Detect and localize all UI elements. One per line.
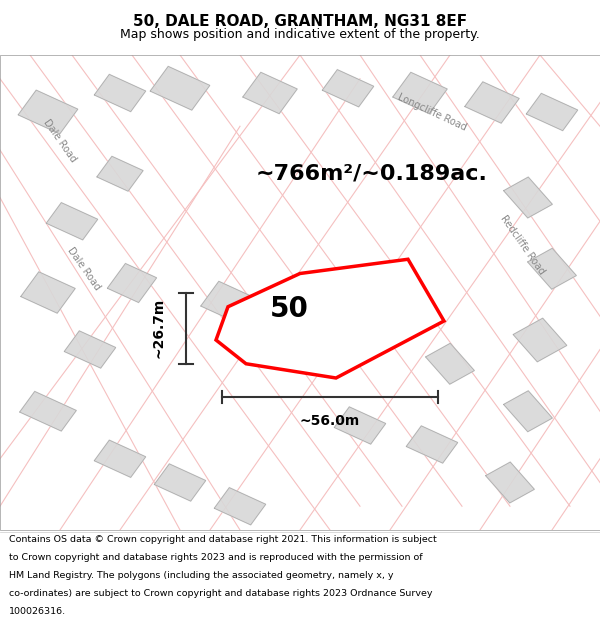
- Polygon shape: [322, 69, 374, 107]
- Polygon shape: [214, 488, 266, 525]
- Text: ~26.7m: ~26.7m: [152, 298, 166, 358]
- Polygon shape: [201, 281, 255, 322]
- Polygon shape: [107, 264, 157, 302]
- Polygon shape: [393, 72, 447, 114]
- Polygon shape: [150, 66, 210, 110]
- Text: ~56.0m: ~56.0m: [300, 414, 360, 428]
- Polygon shape: [18, 90, 78, 134]
- Polygon shape: [21, 272, 75, 313]
- Polygon shape: [503, 177, 553, 218]
- Text: Contains OS data © Crown copyright and database right 2021. This information is : Contains OS data © Crown copyright and d…: [9, 535, 437, 544]
- Polygon shape: [503, 391, 553, 432]
- Polygon shape: [425, 343, 475, 384]
- Text: Dale Road: Dale Road: [41, 117, 79, 164]
- Polygon shape: [94, 440, 146, 478]
- Polygon shape: [527, 248, 577, 289]
- Polygon shape: [97, 156, 143, 191]
- Text: Longcliffe Road: Longcliffe Road: [396, 92, 468, 132]
- Polygon shape: [216, 259, 444, 378]
- Text: Dale Road: Dale Road: [65, 246, 103, 292]
- Text: 50: 50: [269, 295, 308, 323]
- Text: HM Land Registry. The polygons (including the associated geometry, namely x, y: HM Land Registry. The polygons (includin…: [9, 571, 394, 580]
- Polygon shape: [485, 462, 535, 503]
- Polygon shape: [406, 426, 458, 463]
- Polygon shape: [94, 74, 146, 112]
- Polygon shape: [46, 202, 98, 240]
- Polygon shape: [64, 331, 116, 368]
- Text: co-ordinates) are subject to Crown copyright and database rights 2023 Ordnance S: co-ordinates) are subject to Crown copyr…: [9, 589, 433, 598]
- Polygon shape: [154, 464, 206, 501]
- Text: Redcliffe Road: Redcliffe Road: [498, 214, 546, 276]
- Polygon shape: [465, 82, 519, 123]
- Polygon shape: [20, 391, 76, 431]
- Polygon shape: [243, 72, 297, 114]
- Polygon shape: [334, 407, 386, 444]
- Text: 100026316.: 100026316.: [9, 607, 66, 616]
- Text: ~766m²/~0.189ac.: ~766m²/~0.189ac.: [256, 164, 488, 184]
- Polygon shape: [526, 93, 578, 131]
- Polygon shape: [513, 318, 567, 362]
- Text: 50, DALE ROAD, GRANTHAM, NG31 8EF: 50, DALE ROAD, GRANTHAM, NG31 8EF: [133, 14, 467, 29]
- Text: Map shows position and indicative extent of the property.: Map shows position and indicative extent…: [120, 28, 480, 41]
- Text: to Crown copyright and database rights 2023 and is reproduced with the permissio: to Crown copyright and database rights 2…: [9, 552, 422, 562]
